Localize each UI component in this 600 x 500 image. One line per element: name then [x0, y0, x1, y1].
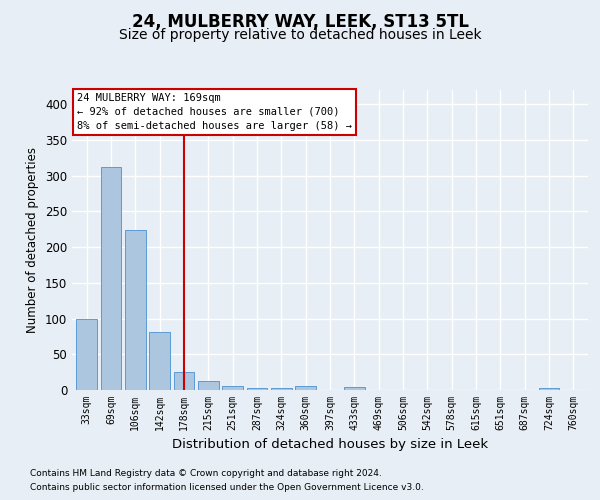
Text: Contains HM Land Registry data © Crown copyright and database right 2024.: Contains HM Land Registry data © Crown c… [30, 468, 382, 477]
Bar [101, 167, 121, 390]
Bar [344, 387, 365, 390]
Text: Size of property relative to detached houses in Leek: Size of property relative to detached ho… [119, 28, 481, 42]
Bar [222, 386, 243, 390]
Text: 24 MULBERRY WAY: 169sqm
← 92% of detached houses are smaller (700)
8% of semi-de: 24 MULBERRY WAY: 169sqm ← 92% of detache… [77, 93, 352, 131]
X-axis label: Distribution of detached houses by size in Leek: Distribution of detached houses by size … [172, 438, 488, 452]
Bar [271, 388, 292, 390]
Bar [125, 230, 146, 390]
Bar [247, 388, 268, 390]
Bar [173, 372, 194, 390]
Y-axis label: Number of detached properties: Number of detached properties [26, 147, 40, 333]
Bar [198, 382, 218, 390]
Bar [76, 320, 97, 390]
Text: 24, MULBERRY WAY, LEEK, ST13 5TL: 24, MULBERRY WAY, LEEK, ST13 5TL [131, 12, 469, 30]
Bar [539, 388, 559, 390]
Bar [295, 386, 316, 390]
Bar [149, 332, 170, 390]
Text: Contains public sector information licensed under the Open Government Licence v3: Contains public sector information licen… [30, 484, 424, 492]
